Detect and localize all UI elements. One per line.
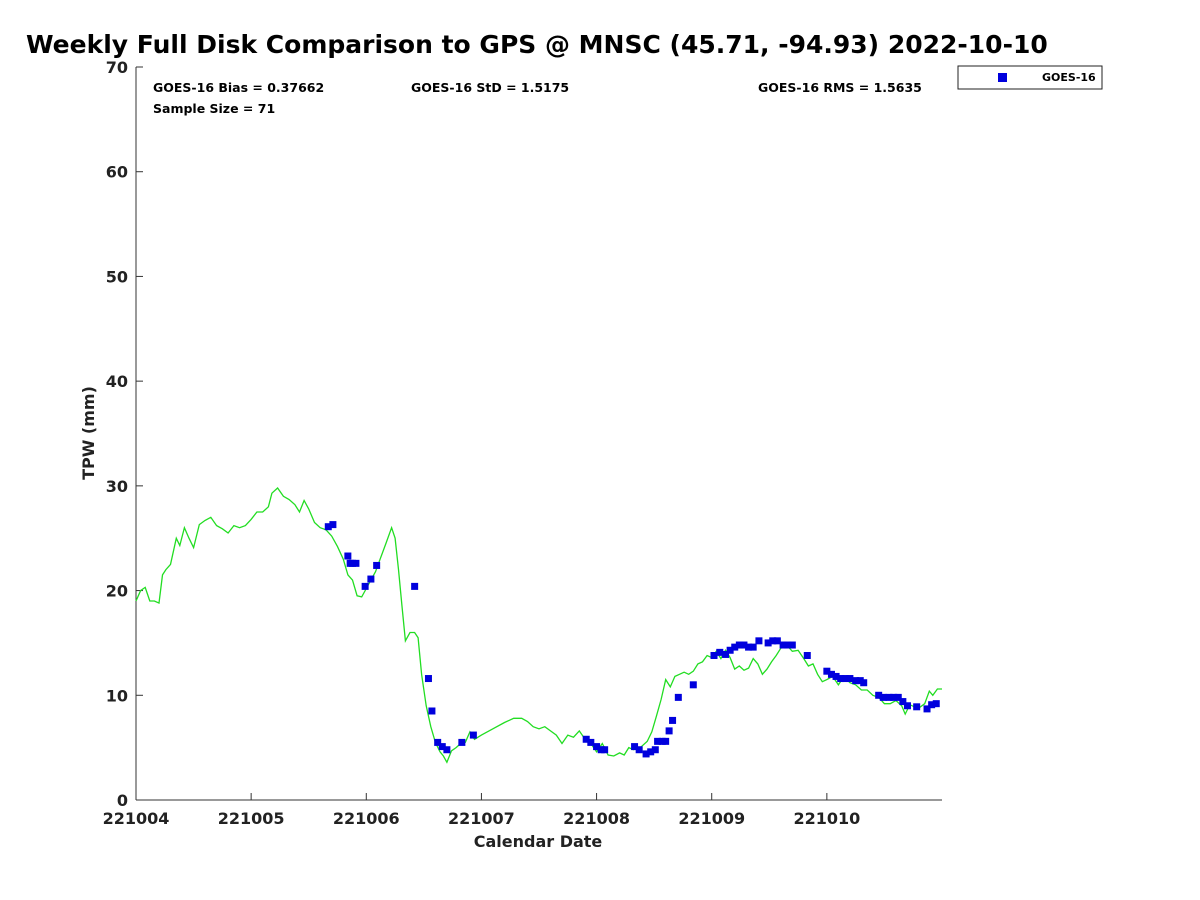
- x-tick-label: 221010: [793, 809, 860, 828]
- goes16-point: [428, 707, 436, 715]
- goes16-point: [913, 703, 921, 711]
- goes16-point: [764, 639, 772, 647]
- y-tick-label: 40: [106, 372, 128, 391]
- goes16-point: [635, 746, 643, 754]
- goes16-point: [803, 651, 811, 659]
- x-tick-label: 221005: [218, 809, 285, 828]
- goes16-point: [846, 675, 854, 683]
- gps-tpw-line: [135, 487, 942, 764]
- goes16-point: [651, 746, 659, 754]
- goes16-point: [367, 575, 375, 583]
- goes16-point: [593, 743, 601, 751]
- goes16-point: [879, 693, 887, 701]
- x-tick-label: 221009: [678, 809, 745, 828]
- stat-rms: GOES-16 RMS = 1.5635: [758, 80, 922, 95]
- goes16-point: [731, 643, 739, 651]
- x-tick-label: 221004: [103, 809, 170, 828]
- goes16-point: [710, 651, 718, 659]
- goes16-point: [903, 702, 911, 710]
- legend-marker-goes16: [998, 73, 1007, 82]
- goes16-point: [899, 698, 907, 706]
- goes16-point: [434, 738, 442, 746]
- legend-label-goes16: GOES-16: [1042, 71, 1096, 84]
- stat-std: GOES-16 StD = 1.5175: [411, 80, 569, 95]
- goes16-point: [769, 637, 777, 645]
- goes16-point: [689, 681, 697, 689]
- y-tick-label: 30: [106, 477, 128, 496]
- goes16-point: [587, 738, 595, 746]
- goes16-point: [823, 667, 831, 675]
- y-tick-label: 0: [117, 791, 128, 810]
- goes16-point: [344, 552, 352, 560]
- goes16-point: [601, 746, 609, 754]
- goes16-point: [361, 582, 369, 590]
- goes16-point: [424, 675, 432, 683]
- goes16-point: [832, 672, 840, 680]
- goes16-point: [784, 641, 792, 649]
- goes16-point: [779, 641, 787, 649]
- goes16-point: [722, 650, 730, 658]
- gps-line-layer: [135, 487, 942, 764]
- goes16-point: [674, 693, 682, 701]
- goes16-point: [411, 582, 419, 590]
- goes16-point: [352, 559, 360, 567]
- goes16-point: [852, 677, 860, 685]
- goes16-point: [875, 691, 883, 699]
- goes16-point: [669, 716, 677, 724]
- goes16-point: [329, 521, 337, 529]
- y-tick-label: 20: [106, 582, 128, 601]
- y-tick-label: 10: [106, 686, 128, 705]
- goes16-point: [841, 675, 849, 683]
- goes16-point: [443, 746, 451, 754]
- goes16-points-layer: [324, 521, 940, 758]
- x-tick-label: 221006: [333, 809, 400, 828]
- goes16-point: [726, 646, 734, 654]
- stat-bias: GOES-16 Bias = 0.37662: [153, 80, 324, 95]
- goes16-point: [631, 743, 639, 751]
- goes16-point: [749, 643, 757, 651]
- goes16-point: [373, 561, 381, 569]
- goes16-point: [735, 641, 743, 649]
- goes16-point: [890, 693, 898, 701]
- x-axis-label: Calendar Date: [474, 832, 603, 851]
- goes16-point: [788, 641, 796, 649]
- y-tick-label: 50: [106, 267, 128, 286]
- goes16-point: [932, 700, 940, 708]
- goes16-point: [642, 750, 650, 758]
- x-tick-label: 221008: [563, 809, 630, 828]
- goes16-point: [582, 735, 590, 743]
- stat-sample-size: Sample Size = 71: [153, 101, 275, 116]
- chart-title: Weekly Full Disk Comparison to GPS @ MNS…: [26, 30, 1048, 59]
- goes16-point: [928, 701, 936, 709]
- goes16-point: [894, 693, 902, 701]
- goes16-point: [740, 641, 748, 649]
- goes16-point: [469, 731, 477, 739]
- goes16-point: [837, 675, 845, 683]
- goes16-point: [755, 637, 763, 645]
- x-ticks: 221004 221005 221006 221007 221008 221009 2210…: [103, 793, 860, 828]
- y-axis-label: TPW (mm): [79, 386, 98, 480]
- goes16-point: [324, 523, 332, 531]
- legend: GOES-16: [957, 65, 1103, 90]
- goes16-point: [458, 738, 466, 746]
- goes16-point: [654, 737, 662, 745]
- goes16-point: [716, 648, 724, 656]
- axes: [135, 67, 942, 801]
- goes16-point: [665, 727, 673, 735]
- goes16-point: [860, 679, 868, 687]
- y-ticks: 0 10 20 30 40 50 60 70: [106, 58, 143, 810]
- goes16-point: [885, 693, 893, 701]
- goes16-point: [662, 737, 670, 745]
- legend-box: [957, 65, 1103, 90]
- y-tick-label: 60: [106, 163, 128, 182]
- y-tick-label: 70: [106, 58, 128, 77]
- goes16-point: [773, 637, 781, 645]
- goes16-point: [647, 748, 655, 756]
- goes16-point: [438, 743, 446, 751]
- goes16-point: [745, 643, 753, 651]
- goes16-point: [827, 670, 835, 678]
- x-tick-label: 221007: [448, 809, 515, 828]
- goes16-point: [923, 705, 931, 713]
